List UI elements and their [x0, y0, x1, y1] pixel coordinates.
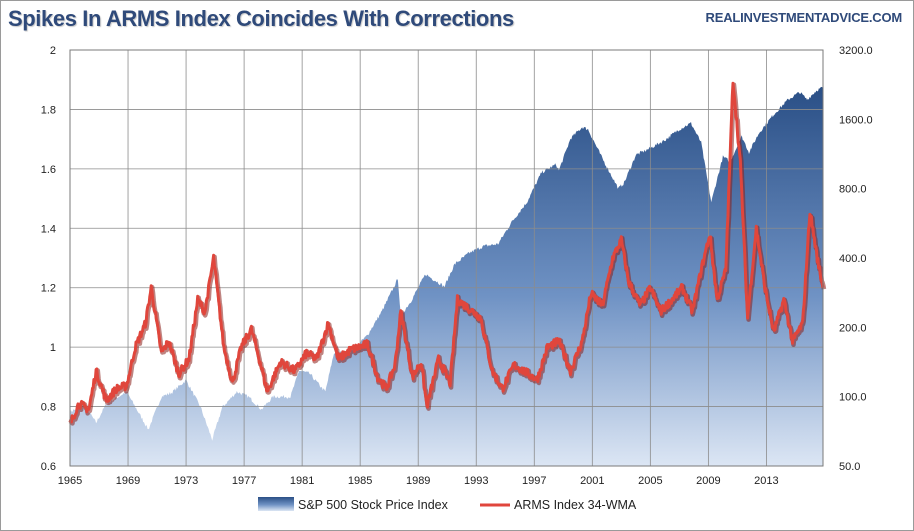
- legend-label-arms: ARMS Index 34-WMA: [514, 498, 637, 512]
- x-axis-tick-10: 2005: [638, 475, 662, 487]
- left-axis-tick-1: 0.8: [41, 402, 56, 414]
- left-axis-tick-7: 2: [50, 45, 56, 57]
- left-axis-tick-3: 1.2: [41, 283, 56, 295]
- x-axis-tick-3: 1977: [232, 475, 256, 487]
- sp500-area: [70, 86, 823, 467]
- right-axis-tick-0: 50.0: [839, 461, 860, 473]
- left-axis-tick-4: 1.4: [41, 223, 56, 235]
- x-axis-tick-12: 2013: [754, 475, 778, 487]
- plot-border: [69, 49, 824, 467]
- right-axis-tick-6: 3200.0: [839, 45, 873, 57]
- x-axis-tick-6: 1989: [406, 475, 430, 487]
- arms-index-line: [68, 81, 825, 424]
- chart-title: Spikes In ARMS Index Coincides With Corr…: [8, 6, 514, 31]
- x-axis-tick-4: 1981: [290, 475, 314, 487]
- x-axis-tick-7: 1993: [464, 475, 488, 487]
- legend-label-sp500: S&P 500 Stock Price Index: [298, 498, 449, 512]
- x-axis-tick-9: 2001: [580, 475, 604, 487]
- x-axis-tick-5: 1985: [348, 475, 372, 487]
- legend-swatch-sp500: [258, 497, 294, 511]
- left-axis-tick-5: 1.6: [41, 164, 56, 176]
- left-axis-tick-0: 0.6: [41, 461, 56, 473]
- right-axis-tick-2: 200.0: [839, 322, 867, 334]
- left-axis-tick-6: 1.8: [41, 104, 56, 116]
- x-axis-tick-2: 1973: [174, 475, 198, 487]
- x-axis-tick-0: 1965: [58, 475, 82, 487]
- source-label: REALINVESTMENTADVICE.COM: [705, 10, 903, 25]
- right-axis-tick-3: 400.0: [839, 253, 867, 265]
- x-axis-tick-8: 1997: [522, 475, 546, 487]
- x-axis-tick-1: 1969: [116, 475, 140, 487]
- right-axis-tick-4: 800.0: [839, 184, 867, 196]
- right-axis-tick-5: 1600.0: [839, 114, 873, 126]
- right-axis-tick-1: 100.0: [839, 392, 867, 404]
- left-axis-tick-2: 1: [50, 342, 56, 354]
- x-axis-tick-11: 2009: [696, 475, 720, 487]
